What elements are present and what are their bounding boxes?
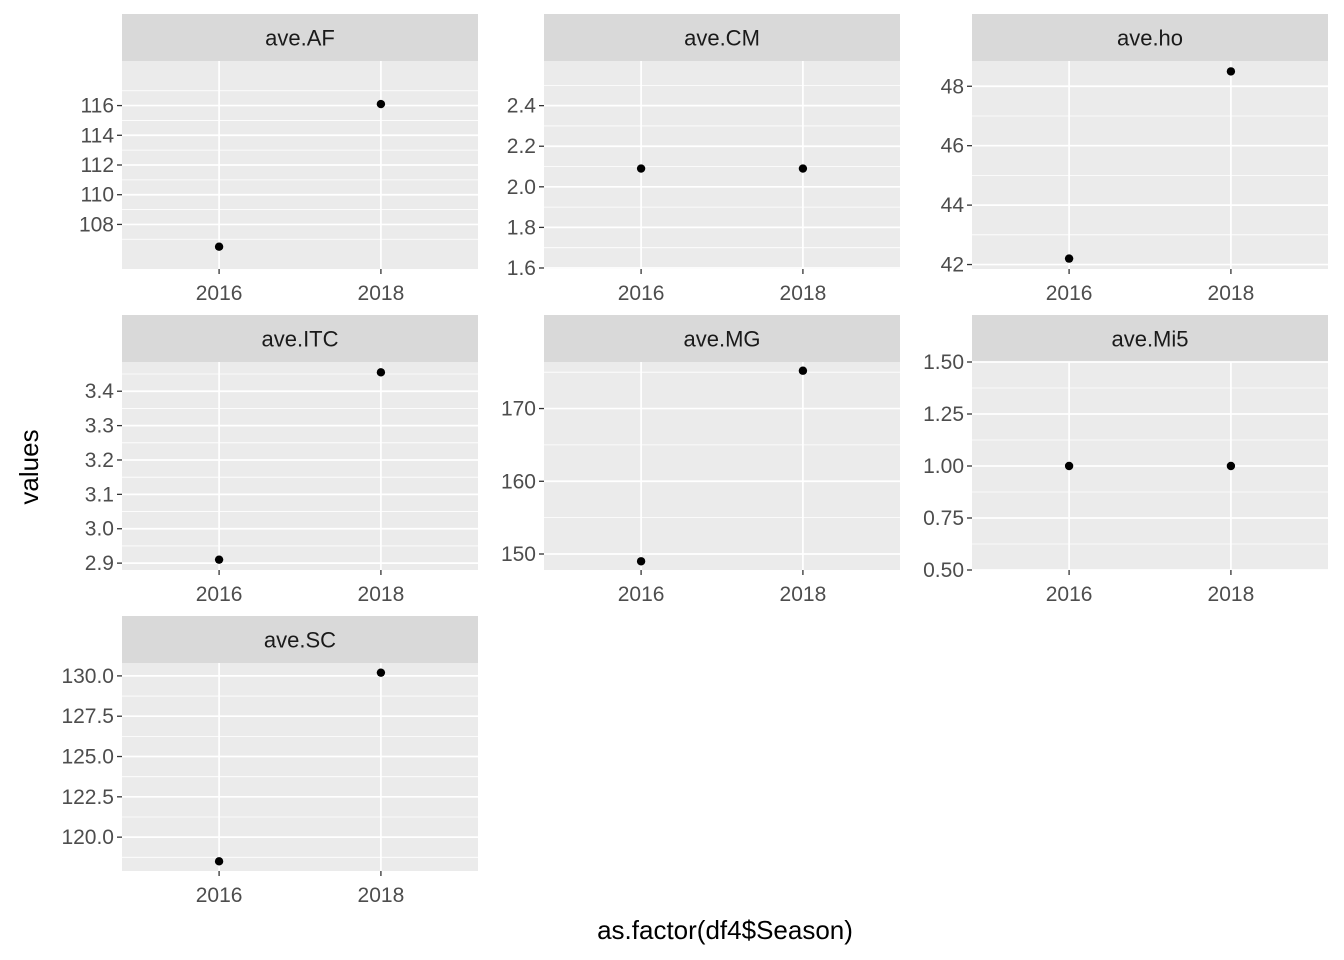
- strip-label-ave-sc: ave.SC: [264, 628, 336, 653]
- y-tick-label: 2.4: [507, 95, 537, 118]
- y-tick-label: 3.2: [85, 449, 114, 472]
- y-tick-label: 130.0: [61, 665, 114, 688]
- panel-bg-ave-itc: [122, 362, 478, 570]
- y-tick-label: 1.8: [507, 216, 536, 239]
- data-point-ave-af-2018: [376, 99, 386, 109]
- x-tick-label: 2016: [196, 282, 243, 305]
- data-point-ave-sc-2018: [376, 668, 386, 677]
- data-point-ave-mg-2016: [636, 557, 646, 566]
- y-tick-label: 2.2: [507, 135, 536, 158]
- strip-ave-af: [122, 14, 478, 61]
- data-point-ave-ho-2018: [1226, 67, 1236, 76]
- panel-bg-ave-cm: [544, 61, 900, 269]
- data-point-ave-itc-2016: [214, 555, 224, 564]
- data-point-ave-sc-2016: [214, 857, 224, 866]
- data-point-ave-ho-2016: [1064, 254, 1074, 263]
- y-tick-label: 2.0: [507, 176, 536, 199]
- y-tick-label: 0.75: [923, 507, 964, 530]
- y-tick-label: 3.1: [85, 483, 114, 506]
- y-tick-label: 0.50: [923, 559, 964, 582]
- strip-label-ave-mi5: ave.Mi5: [1111, 327, 1188, 352]
- y-tick-label: 120.0: [61, 826, 114, 849]
- y-tick-label: 3.4: [85, 380, 115, 403]
- strip-label-ave-itc: ave.ITC: [261, 327, 338, 352]
- data-point-ave-mi5-2016: [1064, 461, 1074, 471]
- data-point-ave-mg-2018: [798, 366, 808, 375]
- y-tick-label: 3.0: [85, 518, 114, 541]
- y-tick-label: 160: [501, 470, 536, 493]
- y-tick-label: 46: [941, 135, 964, 158]
- y-tick-label: 110: [81, 184, 114, 207]
- y-tick-label: 2.9: [85, 552, 114, 575]
- x-tick-label: 2018: [358, 583, 405, 606]
- y-tick-label: 116: [81, 95, 114, 118]
- y-tick-label: 3.3: [85, 415, 114, 438]
- strip-ave-itc: [122, 315, 478, 362]
- x-tick-label: 2016: [618, 282, 665, 305]
- y-tick-label: 150: [501, 543, 536, 566]
- panel-bg-ave-ho: [972, 61, 1328, 269]
- strip-ave-cm: [544, 14, 900, 61]
- y-tick-label: 1.25: [923, 403, 964, 426]
- y-tick-label: 114: [81, 124, 115, 147]
- strip-ave-mi5: [972, 315, 1328, 362]
- y-axis-title: values: [14, 429, 44, 504]
- y-tick-label: 44: [941, 194, 965, 217]
- x-tick-label: 2016: [196, 583, 243, 606]
- panel-bg-ave-mg: [544, 362, 900, 570]
- x-tick-label: 2018: [780, 282, 827, 305]
- y-tick-label: 1.00: [923, 455, 964, 478]
- x-tick-label: 2018: [358, 282, 405, 305]
- x-tick-label: 2018: [780, 583, 827, 606]
- data-point-ave-af-2016: [214, 242, 224, 251]
- x-tick-label: 2018: [1208, 583, 1255, 606]
- x-tick-label: 2016: [1046, 282, 1093, 305]
- strip-ave-mg: [544, 315, 900, 362]
- strip-label-ave-af: ave.AF: [265, 26, 335, 51]
- y-tick-label: 125.0: [61, 746, 114, 769]
- data-point-ave-cm-2018: [798, 164, 808, 173]
- y-tick-label: 48: [941, 75, 964, 98]
- x-tick-label: 2016: [618, 583, 665, 606]
- strip-label-ave-ho: ave.ho: [1117, 26, 1183, 51]
- panel-bg-ave-sc: [122, 663, 478, 871]
- y-tick-label: 112: [81, 154, 114, 177]
- data-point-ave-mi5-2018: [1226, 461, 1236, 471]
- y-tick-label: 1.50: [923, 351, 964, 374]
- strip-label-ave-mg: ave.MG: [683, 327, 760, 352]
- y-tick-label: 127.5: [61, 705, 114, 728]
- y-tick-label: 1.6: [507, 257, 536, 280]
- x-tick-label: 2018: [1208, 282, 1255, 305]
- x-tick-label: 2016: [196, 884, 243, 907]
- x-axis-title: as.factor(df4$Season): [597, 915, 853, 945]
- y-tick-label: 122.5: [61, 786, 114, 809]
- y-tick-label: 170: [501, 398, 536, 421]
- strip-ave-sc: [122, 616, 478, 663]
- strip-label-ave-cm: ave.CM: [684, 26, 760, 51]
- y-tick-label: 108: [79, 213, 114, 236]
- x-tick-label: 2018: [358, 884, 405, 907]
- data-point-ave-cm-2016: [636, 164, 646, 173]
- data-point-ave-itc-2018: [376, 368, 386, 377]
- x-tick-label: 2016: [1046, 583, 1093, 606]
- y-tick-label: 42: [941, 254, 964, 277]
- strip-ave-ho: [972, 14, 1328, 61]
